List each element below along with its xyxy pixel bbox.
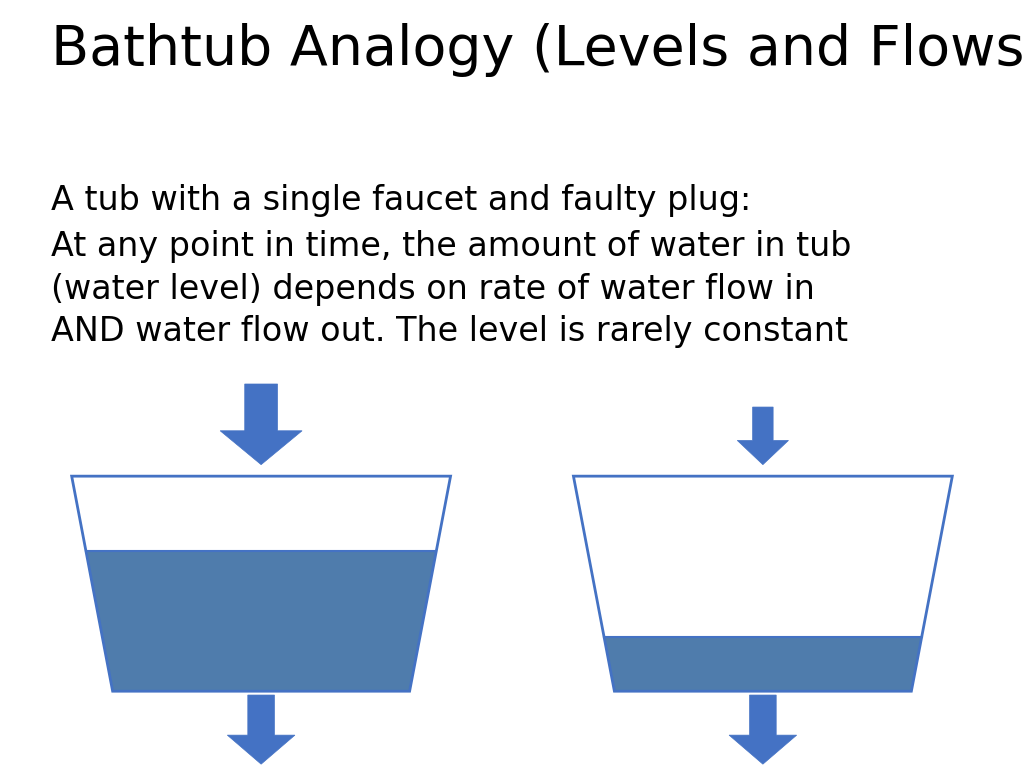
Polygon shape [86,551,436,691]
Polygon shape [72,476,451,691]
Polygon shape [737,407,788,465]
Polygon shape [220,384,302,465]
Polygon shape [729,695,797,764]
Text: At any point in time, the amount of water in tub
(water level) depends on rate o: At any point in time, the amount of wate… [51,230,852,348]
Polygon shape [227,695,295,764]
Polygon shape [573,476,952,691]
Polygon shape [604,637,922,691]
Text: Bathtub Analogy (Levels and Flows): Bathtub Analogy (Levels and Flows) [51,23,1024,77]
Text: A tub with a single faucet and faulty plug:: A tub with a single faucet and faulty pl… [51,184,752,217]
